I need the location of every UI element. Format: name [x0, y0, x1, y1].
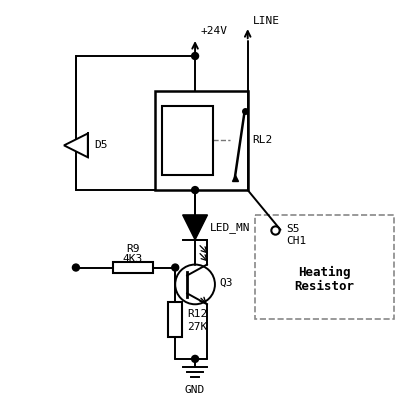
Text: LED_MN: LED_MN — [209, 222, 250, 233]
Text: LINE: LINE — [252, 16, 279, 26]
Circle shape — [72, 264, 79, 271]
Text: GND: GND — [184, 385, 204, 395]
Bar — [162, 106, 212, 175]
Text: 27K: 27K — [187, 322, 207, 332]
Text: R12: R12 — [187, 309, 207, 319]
Text: D5: D5 — [94, 140, 107, 150]
Text: Resistor: Resistor — [293, 280, 353, 293]
Text: Heating: Heating — [297, 266, 350, 278]
Text: CH1: CH1 — [286, 236, 306, 246]
Bar — [254, 215, 393, 319]
Text: +24V: +24V — [200, 26, 227, 36]
Polygon shape — [64, 134, 88, 157]
Text: S5: S5 — [286, 224, 299, 234]
Polygon shape — [182, 215, 207, 240]
Circle shape — [191, 52, 198, 60]
Circle shape — [191, 186, 198, 194]
Text: R9: R9 — [126, 244, 139, 254]
Bar — [113, 262, 153, 274]
Text: 4K3: 4K3 — [123, 254, 143, 264]
Circle shape — [171, 264, 178, 271]
Text: RL2: RL2 — [252, 136, 272, 146]
Circle shape — [191, 356, 198, 362]
Bar — [155, 91, 247, 190]
Bar — [168, 302, 182, 336]
Text: Q3: Q3 — [218, 278, 232, 288]
